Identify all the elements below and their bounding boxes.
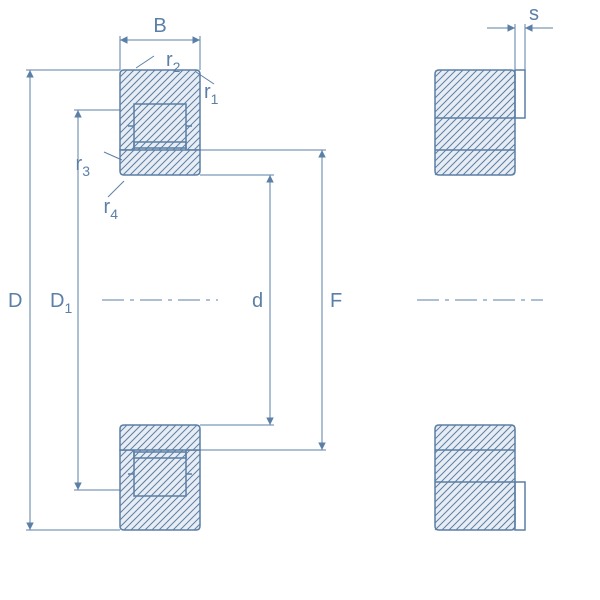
label-D: D: [8, 290, 22, 312]
label-d: d: [252, 290, 263, 312]
label-s: s: [529, 3, 539, 25]
label-B: B: [153, 15, 166, 37]
label-D1: D1: [50, 290, 72, 316]
label-r1: r1: [204, 81, 219, 107]
bearing-diagram: DD1dFBsr2r1r3r4: [0, 0, 600, 600]
label-F: F: [330, 290, 342, 312]
label-r4: r4: [104, 196, 119, 222]
